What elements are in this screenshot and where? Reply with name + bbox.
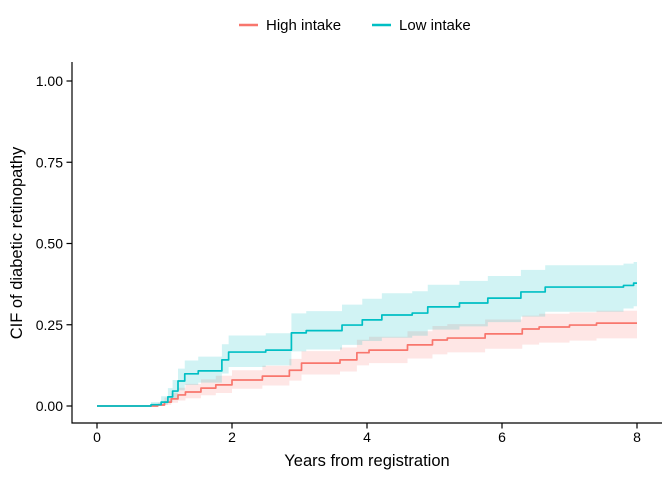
y-tick-label: 1.00: [36, 73, 63, 89]
axis-lines: [71, 62, 662, 424]
y-tick-label: 0.50: [36, 236, 63, 252]
legend: High intake Low intake: [239, 17, 471, 34]
x-axis-title: Years from registration: [284, 452, 449, 470]
x-tick-label: 4: [363, 429, 371, 445]
axes-layer: 0.00 0.25 0.50 0.75 1.00 0 2 4 6 8: [36, 62, 662, 445]
y-tick-label: 0.00: [36, 398, 63, 414]
legend-label-low-intake: Low intake: [399, 17, 471, 34]
x-tick-label: 8: [633, 429, 641, 445]
step-curves-layer: [97, 282, 637, 407]
y-tick-label: 0.25: [36, 317, 63, 333]
x-tick-label: 0: [93, 429, 101, 445]
y-tick-label: 0.75: [36, 154, 63, 170]
step-curve-high-intake: [97, 322, 637, 407]
y-axis-title: CIF of diabetic retinopathy: [8, 146, 26, 339]
x-tick-label: 2: [228, 429, 236, 445]
step-curve-low-intake: [97, 282, 637, 407]
x-tick-label: 6: [498, 429, 506, 445]
legend-label-high-intake: High intake: [266, 17, 341, 34]
